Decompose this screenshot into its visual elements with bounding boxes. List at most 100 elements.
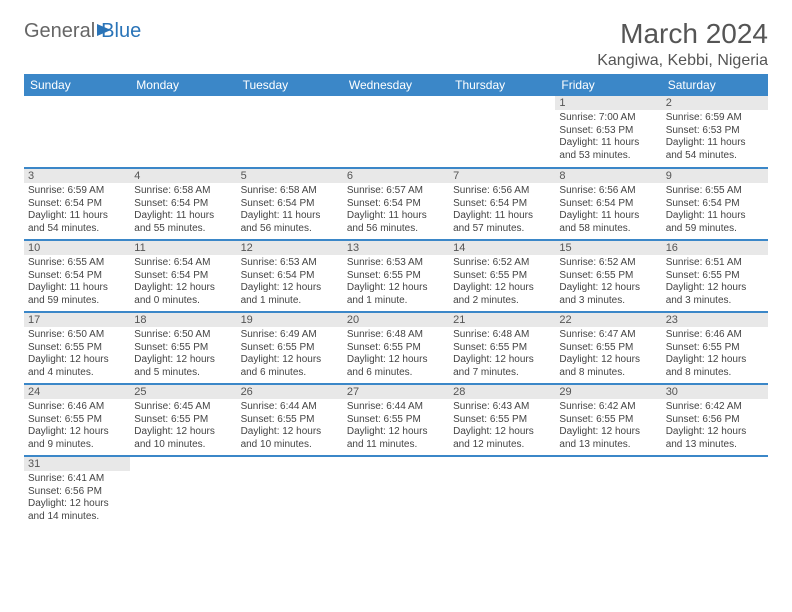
calendar-day: 2Sunrise: 6:59 AMSunset: 6:53 PMDaylight… <box>662 96 768 168</box>
day-info-line: Sunrise: 6:52 AM <box>453 257 551 270</box>
day-info-line: and 14 minutes. <box>28 511 126 524</box>
day-info-line: and 2 minutes. <box>453 295 551 308</box>
day-info-line: and 1 minute. <box>241 295 339 308</box>
calendar-empty <box>237 456 343 528</box>
day-info-line: and 10 minutes. <box>134 439 232 452</box>
day-info-line: Sunset: 6:55 PM <box>666 270 764 283</box>
day-info-line: Daylight: 12 hours <box>559 282 657 295</box>
day-info-line: Sunrise: 6:50 AM <box>28 329 126 342</box>
day-info-line: Daylight: 11 hours <box>666 137 764 150</box>
day-info-line: Daylight: 12 hours <box>134 354 232 367</box>
day-info-line: Sunset: 6:54 PM <box>134 198 232 211</box>
day-number: 9 <box>662 169 768 183</box>
day-info-line: Sunset: 6:55 PM <box>347 414 445 427</box>
day-info-line: and 8 minutes. <box>559 367 657 380</box>
calendar-week: 17Sunrise: 6:50 AMSunset: 6:55 PMDayligh… <box>24 312 768 384</box>
day-number: 15 <box>555 241 661 255</box>
day-info-line: Sunrise: 6:59 AM <box>28 185 126 198</box>
day-info-line: and 53 minutes. <box>559 150 657 163</box>
day-number: 27 <box>343 385 449 399</box>
day-info-line: Sunset: 6:55 PM <box>134 342 232 355</box>
calendar-empty <box>343 456 449 528</box>
day-info-line: Sunset: 6:54 PM <box>559 198 657 211</box>
day-info-line: Sunset: 6:54 PM <box>453 198 551 211</box>
day-info-line: and 3 minutes. <box>666 295 764 308</box>
weekday-header: Thursday <box>449 74 555 96</box>
day-info-line: Daylight: 11 hours <box>559 210 657 223</box>
day-info-line: Sunrise: 6:53 AM <box>241 257 339 270</box>
day-info-line: Sunrise: 6:44 AM <box>241 401 339 414</box>
day-info-line: and 13 minutes. <box>666 439 764 452</box>
day-number: 24 <box>24 385 130 399</box>
calendar-day: 28Sunrise: 6:43 AMSunset: 6:55 PMDayligh… <box>449 384 555 456</box>
day-info-line: Sunrise: 7:00 AM <box>559 112 657 125</box>
calendar-day: 9Sunrise: 6:55 AMSunset: 6:54 PMDaylight… <box>662 168 768 240</box>
day-number: 1 <box>555 96 661 110</box>
day-info-line: and 5 minutes. <box>134 367 232 380</box>
calendar-empty <box>662 456 768 528</box>
weekday-header: Saturday <box>662 74 768 96</box>
day-info-line: Daylight: 11 hours <box>453 210 551 223</box>
day-info-line: Sunrise: 6:51 AM <box>666 257 764 270</box>
calendar-empty <box>24 96 130 168</box>
day-info-line: Sunrise: 6:48 AM <box>347 329 445 342</box>
day-info-line: Sunrise: 6:56 AM <box>559 185 657 198</box>
calendar-empty <box>237 96 343 168</box>
day-info-line: Sunrise: 6:56 AM <box>453 185 551 198</box>
day-number: 23 <box>662 313 768 327</box>
day-info-line: and 8 minutes. <box>666 367 764 380</box>
calendar-day: 1Sunrise: 7:00 AMSunset: 6:53 PMDaylight… <box>555 96 661 168</box>
calendar-day: 18Sunrise: 6:50 AMSunset: 6:55 PMDayligh… <box>130 312 236 384</box>
calendar-day: 7Sunrise: 6:56 AMSunset: 6:54 PMDaylight… <box>449 168 555 240</box>
calendar-day: 16Sunrise: 6:51 AMSunset: 6:55 PMDayligh… <box>662 240 768 312</box>
day-number: 31 <box>24 457 130 471</box>
weekday-header: Wednesday <box>343 74 449 96</box>
day-number: 5 <box>237 169 343 183</box>
calendar-day: 26Sunrise: 6:44 AMSunset: 6:55 PMDayligh… <box>237 384 343 456</box>
day-info-line: Sunset: 6:55 PM <box>241 414 339 427</box>
day-info-line: Sunset: 6:54 PM <box>241 270 339 283</box>
day-info-line: Daylight: 12 hours <box>559 354 657 367</box>
weekday-header: Sunday <box>24 74 130 96</box>
day-info-line: Sunset: 6:54 PM <box>134 270 232 283</box>
weekday-header: Monday <box>130 74 236 96</box>
day-info-line: Daylight: 12 hours <box>453 426 551 439</box>
day-info-line: Daylight: 11 hours <box>134 210 232 223</box>
day-info-line: and 13 minutes. <box>559 439 657 452</box>
day-info-line: Sunrise: 6:47 AM <box>559 329 657 342</box>
day-number: 26 <box>237 385 343 399</box>
day-info-line: and 11 minutes. <box>347 439 445 452</box>
day-number: 29 <box>555 385 661 399</box>
calendar-day: 19Sunrise: 6:49 AMSunset: 6:55 PMDayligh… <box>237 312 343 384</box>
day-info-line: Sunrise: 6:57 AM <box>347 185 445 198</box>
day-number: 10 <box>24 241 130 255</box>
calendar-week: 24Sunrise: 6:46 AMSunset: 6:55 PMDayligh… <box>24 384 768 456</box>
day-info-line: Daylight: 11 hours <box>559 137 657 150</box>
calendar-day: 11Sunrise: 6:54 AMSunset: 6:54 PMDayligh… <box>130 240 236 312</box>
day-info-line: Daylight: 12 hours <box>666 354 764 367</box>
day-info-line: Daylight: 12 hours <box>28 426 126 439</box>
calendar-day: 5Sunrise: 6:58 AMSunset: 6:54 PMDaylight… <box>237 168 343 240</box>
day-info-line: Sunset: 6:55 PM <box>28 414 126 427</box>
day-info-line: Sunrise: 6:58 AM <box>134 185 232 198</box>
day-info-line: Daylight: 12 hours <box>28 354 126 367</box>
day-info-line: Sunrise: 6:59 AM <box>666 112 764 125</box>
day-info-line: and 54 minutes. <box>666 150 764 163</box>
day-info-line: Sunrise: 6:54 AM <box>134 257 232 270</box>
day-info-line: Sunset: 6:55 PM <box>347 270 445 283</box>
calendar-day: 15Sunrise: 6:52 AMSunset: 6:55 PMDayligh… <box>555 240 661 312</box>
calendar-day: 31Sunrise: 6:41 AMSunset: 6:56 PMDayligh… <box>24 456 130 528</box>
day-info-line: Sunset: 6:54 PM <box>666 198 764 211</box>
day-number: 11 <box>130 241 236 255</box>
day-info-line: Sunset: 6:55 PM <box>453 342 551 355</box>
calendar-empty <box>449 456 555 528</box>
day-info-line: Daylight: 12 hours <box>453 354 551 367</box>
calendar-day: 12Sunrise: 6:53 AMSunset: 6:54 PMDayligh… <box>237 240 343 312</box>
day-info-line: and 10 minutes. <box>241 439 339 452</box>
calendar-week: 31Sunrise: 6:41 AMSunset: 6:56 PMDayligh… <box>24 456 768 528</box>
day-number: 2 <box>662 96 768 110</box>
day-info-line: Sunset: 6:55 PM <box>28 342 126 355</box>
calendar-empty <box>343 96 449 168</box>
day-number: 17 <box>24 313 130 327</box>
day-number: 8 <box>555 169 661 183</box>
